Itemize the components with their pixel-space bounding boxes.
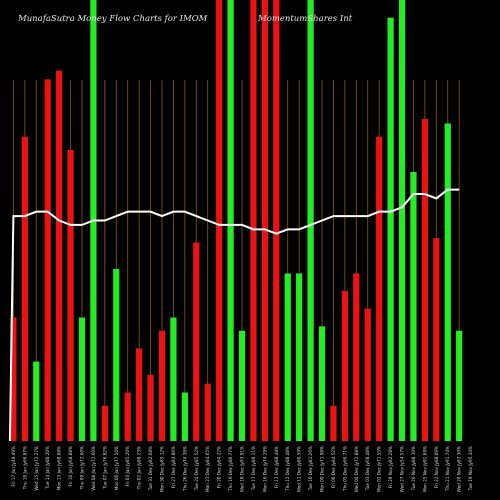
bar-red [376,136,383,441]
x-tick-label: Tue 03 Dec Jy68.48% [365,446,370,491]
x-tick-label: Mon 06 Jan Jy77.50% [114,446,119,490]
bar-red [273,0,280,441]
x-tick-label: Tue 19 Nov Jy95.34% [468,446,473,491]
x-tick-label: Fri 06 Dec Jy84.52% [331,446,336,488]
x-tick-labels: Fri 17 Jan Jy48.49% Thu 16 Jan Jy66.87% We… [11,446,473,492]
bar-red [56,70,63,441]
bar-red [158,330,166,441]
x-tick-label: Thu 02 Jan Jy88.23% [137,446,142,490]
x-tick-label: Fri 17 Jan Jy48.49% [11,446,16,486]
x-tick-label: Tue 07 Jan Jy76.82% [102,446,107,490]
bar-green [33,361,40,441]
bar-red [204,383,211,441]
bar-green [78,317,86,441]
bar-red [341,291,348,441]
x-tick-label: Wed 11 Dec Jy80.59% [297,446,302,492]
x-tick-label: Fri 22 Nov Jy88.09% [434,446,439,488]
x-tick-label: Wed 04 Dec Jy72.88% [354,446,359,492]
bar-green [444,123,451,441]
bar-green [387,17,394,441]
x-tick-label: Tue 17 Dec Jy89.11% [251,446,256,491]
bar-green [410,171,417,442]
x-tick-label: Thu 21 Nov Jy91.74% [445,446,450,492]
bar-red [124,392,131,441]
bar-green [227,0,234,441]
bar-red [21,136,28,441]
bar-red [44,79,51,441]
bar-red [433,238,440,441]
x-tick-label: Fri 03 Jan Jy85.20% [125,446,130,486]
money-flow-line [8,188,460,442]
bar-green [307,0,314,441]
bar-red [421,119,428,441]
x-tick-label: Fri 13 Dec Jy88.48% [274,446,279,488]
bar-red [330,405,337,441]
chart-title-left: MunafaSutra Money Flow Charts for IMOM [17,14,208,24]
bar-red [67,149,74,441]
bar-red [147,374,154,441]
bar-green [398,0,406,441]
x-tick-label: Tue 26 Nov Jy88.10% [411,446,416,491]
x-tick-label: Fri 20 Dec Jy84.22% [217,446,222,488]
bar-green [181,392,188,441]
x-tick-label: Mon 30 Dec Jy85.12% [159,446,164,492]
x-tick-label: Wed 20 Nov Jy87.30% [457,446,462,492]
x-tick-label: Thu 16 Jan Jy66.87% [22,446,27,490]
bar-red [216,0,223,441]
bar-series [10,0,463,442]
bar-red [353,273,360,441]
bar-red [10,317,17,441]
x-tick-label: Tue 24 Dec Jy85.52% [194,446,199,491]
bar-green [296,273,303,441]
bar-green [318,326,326,441]
bar-green [456,330,463,441]
bar-green [113,269,120,441]
bar-green [170,317,177,441]
x-tick-label: Wed 18 Dec Jy93.91% [240,446,245,492]
x-tick-label: Wed 08 Jan Jy72.60% [91,446,96,491]
x-tick-label: Mon 02 Dec Jy71.55% [377,446,382,492]
x-tick-label: Fri 10 Jan Jy68.88% [68,446,73,486]
x-tick-label: Mon 25 Nov Jy91.68% [422,446,427,492]
x-tick-label: Mon 13 Jan Jy68.88% [57,446,62,490]
bar-green [284,273,291,441]
x-tick-label: Wed 27 Nov Jy54.57% [400,446,405,492]
x-tick-label: Tue 10 Dec Jy81.26% [308,446,313,491]
x-tick-label: Thu 05 Dec Jy66.71% [342,446,347,492]
bar-red [193,242,200,441]
bar-red [364,308,371,441]
x-tick-label: Tue 31 Dec Jy82.68% [148,446,153,491]
x-tick-label: Mon 16 Dec Jy74.19% [262,446,267,492]
x-tick-label: Thu 19 Dec Jy80.77% [228,446,233,492]
bar-red [101,405,108,441]
x-tick-label: Mon 09 Dec Jy71.98% [320,446,325,492]
x-tick-label: Thu 12 Dec Jy88.48% [285,446,290,492]
x-tick-label: Tue 14 Jan Jy80.20% [45,446,50,490]
bar-red [136,348,143,441]
bar-green [238,330,246,441]
x-tick-label: Mon 23 Dec Jy84.65% [205,446,210,492]
x-tick-label: Thu 26 Dec Jy74.38% [182,446,187,492]
x-tick-label: Thu 09 Jan Jy72.60% [79,446,84,490]
x-tick-label: Wed 15 Jan Jy73.27% [34,446,39,491]
x-tick-label: Fri 29 Nov Jy82.28% [388,446,393,488]
bar-red [261,0,268,441]
chart-title-right: MomentumShares Int [257,14,353,24]
bar-red [250,0,257,441]
x-tick-label: Fri 27 Dec Jy83.86% [171,446,176,488]
